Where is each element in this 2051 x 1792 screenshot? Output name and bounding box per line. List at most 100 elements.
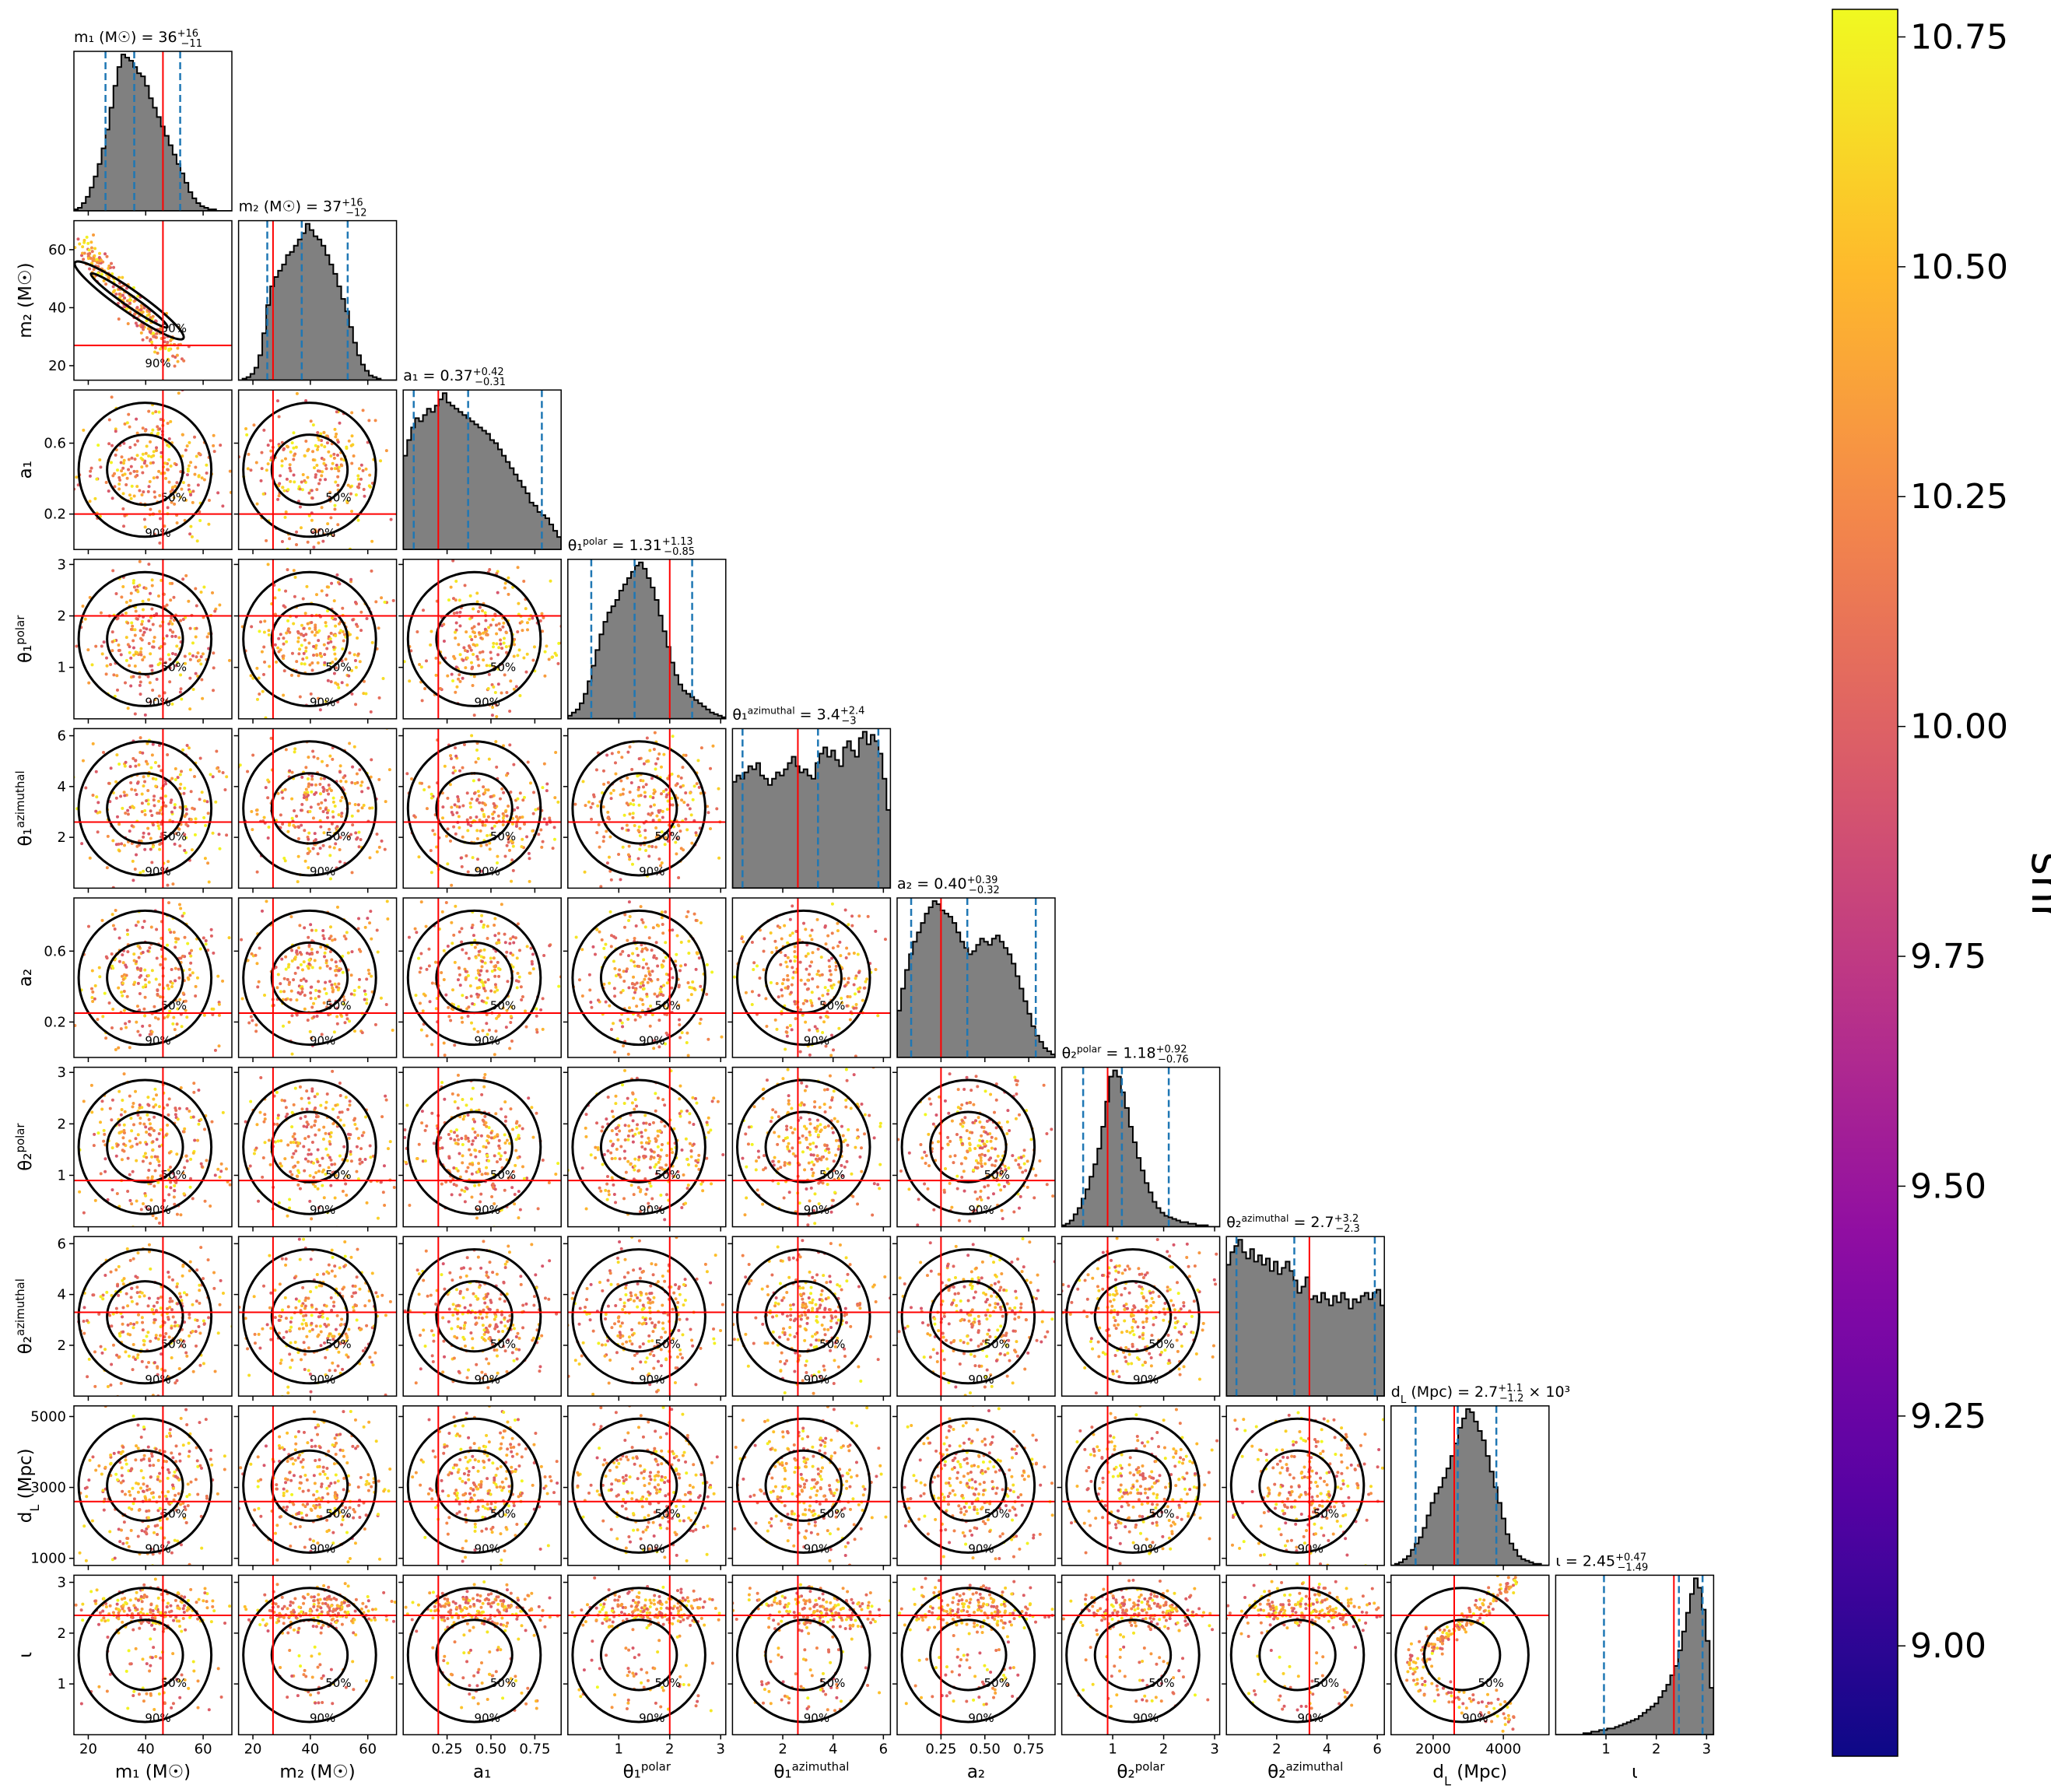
scatter-point: [299, 963, 303, 966]
scatter-point: [471, 856, 475, 860]
scatter-point: [654, 956, 658, 960]
scatter-point: [644, 962, 648, 966]
scatter-point: [261, 909, 265, 913]
scatter-point: [632, 996, 636, 1000]
scatter-point: [614, 936, 618, 940]
scatter-point: [282, 447, 286, 451]
scatter-point: [531, 812, 535, 815]
scatter-point: [525, 945, 529, 949]
scatter-point: [138, 1106, 142, 1110]
scatter-point: [328, 1134, 332, 1138]
scatter-point: [450, 805, 454, 809]
scatter-point: [357, 482, 361, 486]
scatter-point: [475, 992, 479, 996]
scatter-point: [122, 1149, 126, 1153]
scatter-point: [191, 500, 195, 504]
scatter-point: [149, 809, 153, 813]
scatter-point: [293, 1086, 297, 1090]
scatter-point: [297, 826, 301, 829]
panel-content: 50%90%: [567, 728, 726, 889]
panel-content: 50%90%: [74, 728, 232, 889]
scatter-point: [542, 817, 546, 821]
scatter-point: [279, 813, 282, 817]
scatter-point: [331, 796, 335, 800]
scatter-point: [503, 810, 507, 814]
scatter-point: [150, 664, 154, 668]
scatter-point: [452, 766, 456, 770]
scatter-point: [89, 246, 93, 250]
scatter-point: [454, 690, 458, 694]
scatter-point: [135, 1199, 138, 1203]
scatter-point: [678, 785, 682, 789]
scatter-point: [605, 861, 609, 865]
scatter-point: [259, 1076, 263, 1080]
scatter-point: [370, 974, 373, 978]
scatter-point: [609, 945, 613, 949]
scatter-point: [653, 731, 657, 735]
scatter-point: [154, 1103, 158, 1106]
scatter-point: [604, 942, 608, 946]
scatter-point: [649, 1004, 653, 1008]
scatter-point: [681, 784, 685, 787]
scatter-point: [324, 384, 327, 387]
scatter-point: [315, 654, 319, 658]
scatter-point: [531, 952, 535, 956]
scatter-point: [366, 917, 370, 921]
scatter-point: [153, 495, 157, 499]
scatter-point: [484, 1001, 488, 1005]
scatter-point: [495, 642, 499, 646]
scatter-point: [642, 762, 646, 766]
contour-90: [77, 909, 213, 1047]
scatter-point: [350, 411, 354, 415]
scatter-point: [325, 441, 329, 445]
scatter-point: [201, 696, 205, 700]
scatter-point: [292, 1152, 296, 1156]
scatter-point: [119, 1027, 123, 1031]
scatter-point: [644, 783, 648, 787]
scatter-point: [357, 917, 361, 921]
scatter-point: [217, 1013, 221, 1017]
scatter-point: [488, 664, 492, 668]
scatter-point: [333, 467, 337, 471]
scatter-point: [156, 1017, 160, 1021]
scatter-point: [319, 1103, 323, 1107]
scatter-point: [375, 850, 379, 854]
scatter-point: [235, 838, 238, 841]
scatter-point: [124, 1026, 128, 1029]
scatter-point: [155, 1093, 159, 1097]
scatter-point: [117, 1123, 121, 1127]
scatter-point: [165, 868, 169, 871]
scatter-point: [97, 966, 101, 970]
scatter-point: [89, 240, 93, 244]
scatter-point: [644, 849, 648, 853]
scatter-point: [135, 792, 138, 796]
scatter-point: [810, 1001, 814, 1005]
scatter-point: [692, 912, 696, 916]
scatter-point: [528, 781, 532, 785]
scatter-point: [305, 584, 309, 588]
scatter-point: [324, 991, 328, 995]
scatter-point: [221, 504, 225, 508]
scatter-point: [469, 661, 473, 665]
scatter-point: [153, 804, 156, 808]
scatter-point: [105, 664, 109, 668]
scatter-point: [473, 1184, 477, 1187]
scatter-point: [853, 992, 857, 996]
scatter-point: [775, 981, 779, 985]
scatter-point: [385, 900, 389, 903]
scatter-point: [464, 970, 468, 973]
scatter-point: [166, 506, 170, 510]
scatter-point: [606, 810, 610, 814]
scatter-point: [689, 993, 693, 997]
panel-content: 50%90%: [235, 728, 397, 889]
scatter-point: [452, 1166, 456, 1170]
scatter-point: [76, 237, 80, 241]
scatter-point: [520, 620, 524, 624]
scatter-point: [786, 973, 790, 977]
scatter-point: [791, 966, 794, 970]
scatter-point: [315, 488, 319, 492]
scatter-point: [74, 1023, 77, 1027]
scatter-point: [142, 626, 145, 630]
scatter-point: [175, 644, 179, 648]
scatter-point: [102, 1128, 106, 1132]
